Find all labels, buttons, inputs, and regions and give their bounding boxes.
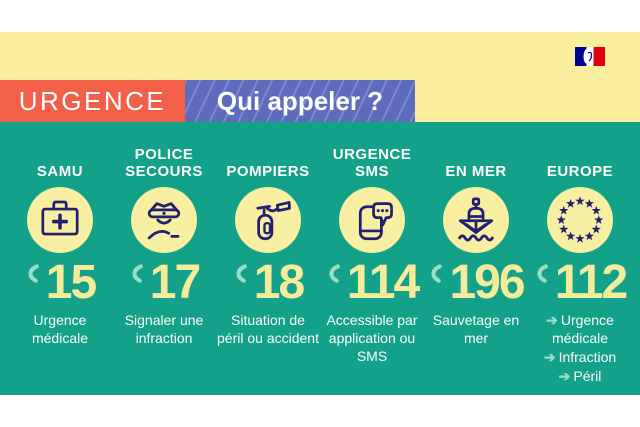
dial-row: 196 [428, 256, 526, 309]
urgence-banner: URGENCE [0, 80, 185, 122]
emergency-column-europe: EUROPE [528, 122, 632, 395]
column-header: POMPIERS [226, 163, 310, 181]
question-banner: Qui appeler ? [185, 80, 415, 122]
rescue-boat-icon [458, 197, 494, 242]
service-item: ➔ Infraction [529, 349, 631, 367]
eu-stars-icon [556, 196, 604, 243]
service-description: Sauvetage en mer [432, 312, 520, 347]
phone-handset-icon [537, 264, 548, 283]
police-cap-icon [147, 202, 181, 240]
icon-circle [27, 187, 93, 253]
icon-circle [339, 187, 405, 253]
icon-circle [443, 187, 509, 253]
emergency-number: 112 [554, 256, 628, 309]
service-description: Situation de péril ou accident [217, 312, 319, 347]
dial-row: 18 [233, 256, 305, 309]
service-description: Signaler une infraction [124, 312, 204, 347]
icon-circle [547, 187, 613, 253]
icon-circle [131, 187, 197, 253]
icon-circle [235, 187, 301, 253]
service-list: ➔ Urgence médicale ➔ Infraction ➔ Péril [529, 312, 631, 386]
dial-row: 112 [534, 256, 628, 309]
marianne-french-flag-icon [575, 47, 605, 66]
emergency-column-pompiers: POMPIERS 18 Situation de péril ou accide… [216, 122, 320, 395]
fire-extinguisher-icon [256, 201, 291, 241]
phone-handset-icon [236, 264, 247, 283]
arrow-icon: ➔ [543, 348, 556, 365]
emergency-column-police: POLICE SECOURS 17 Signaler une infractio… [112, 122, 216, 395]
medical-bag-icon [41, 200, 79, 236]
emergency-column-mer: EN MER 196 S [424, 122, 528, 395]
header-band: URGENCE Qui appeler ? [0, 32, 640, 122]
service-item: ➔ Péril [529, 368, 631, 386]
phone-handset-icon [28, 264, 39, 283]
service-item: ➔ Urgence médicale [529, 312, 631, 348]
question-label: Qui appeler ? [216, 85, 384, 116]
emergency-number: 15 [45, 256, 97, 309]
service-description: Accessible par application ou SMS [326, 312, 418, 364]
column-header: SAMU [36, 163, 84, 181]
arrow-icon: ➔ [558, 367, 571, 384]
phone-handset-icon [431, 264, 443, 283]
service-item-label: Infraction [558, 348, 617, 365]
arrow-icon: ➔ [546, 312, 558, 329]
column-header: EUROPE [546, 163, 614, 181]
phone-handset-icon [329, 264, 340, 283]
title-bar: URGENCE Qui appeler ? [0, 80, 415, 122]
emergency-number: 196 [449, 256, 525, 309]
service-item-label: Péril [573, 367, 602, 384]
emergency-panel: SAMU 15 Urgence médicale POLICE SECOURS [0, 122, 640, 395]
service-description: Urgence médicale [31, 312, 89, 347]
emergency-number: 17 [149, 256, 201, 309]
column-header: EN MER [445, 163, 507, 181]
emergency-column-samu: SAMU 15 Urgence médicale [8, 122, 112, 395]
dial-row: 114 [326, 256, 420, 309]
phone-sms-icon [358, 202, 393, 241]
emergency-number: 18 [253, 256, 305, 309]
column-header: POLICE SECOURS [125, 146, 203, 181]
phone-handset-icon [132, 264, 143, 283]
dial-row: 15 [25, 256, 97, 309]
emergency-column-sms: URGENCE SMS 114 Accessible par applicati… [320, 122, 424, 395]
top-margin [0, 0, 640, 32]
bottom-margin [0, 395, 640, 427]
urgence-label: URGENCE [18, 85, 167, 116]
service-item-label: Urgence médicale [551, 312, 614, 347]
dial-row: 17 [129, 256, 201, 309]
emergency-number: 114 [346, 256, 420, 309]
column-header: URGENCE SMS [332, 146, 412, 181]
